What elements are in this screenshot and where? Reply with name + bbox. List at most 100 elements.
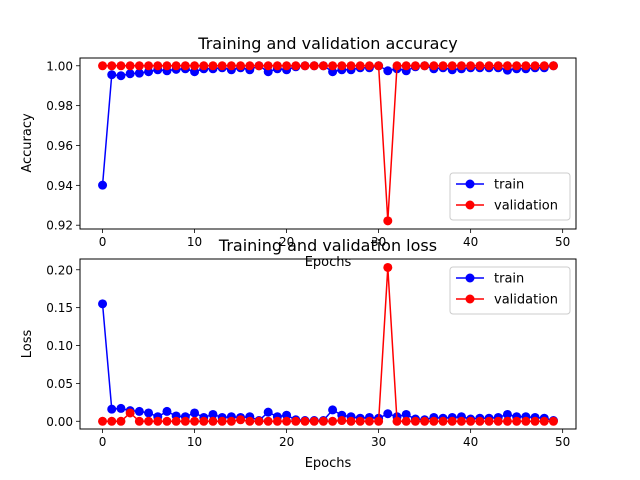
accuracy-y-tick-label: 0.94 (46, 179, 73, 193)
loss-subplot: Training and validation loss 0 10 20 30 40 50… (20, 236, 577, 471)
accuracy-validation-point (153, 61, 163, 71)
loss-y-tick-label: 0.05 (46, 377, 73, 391)
loss-x-tick-label: 10 (187, 435, 202, 449)
accuracy-y-axis-label: Accuracy (20, 113, 35, 173)
loss-validation-point (245, 416, 255, 426)
accuracy-validation-point (484, 61, 494, 71)
loss-validation-point (217, 416, 227, 426)
loss-validation-point (410, 416, 420, 426)
loss-train-point (116, 403, 126, 413)
accuracy-validation-point (171, 61, 181, 71)
accuracy-x-tick-label: 20 (279, 235, 294, 249)
loss-train-point (162, 406, 172, 416)
loss-validation-point (226, 416, 236, 426)
loss-validation-point (337, 416, 347, 426)
loss-validation-point (484, 416, 494, 426)
accuracy-train-point (383, 66, 393, 76)
accuracy-validation-point (254, 61, 264, 71)
accuracy-validation-point (300, 61, 310, 71)
accuracy-legend-train-marker (465, 179, 475, 189)
accuracy-y-tick-label: 0.92 (46, 219, 73, 233)
accuracy-validation-point (364, 61, 374, 71)
loss-x-axis-label: Epochs (305, 456, 352, 471)
accuracy-validation-point (530, 61, 540, 71)
accuracy-validation-point (125, 61, 135, 71)
accuracy-x-axis-label: Epochs (305, 255, 352, 270)
loss-validation-point (153, 416, 163, 426)
loss-validation-point (401, 416, 411, 426)
accuracy-validation-point (466, 61, 476, 71)
accuracy-validation-point (318, 61, 328, 71)
loss-validation-point (438, 416, 448, 426)
accuracy-validation-point (374, 61, 384, 71)
loss-train-point (401, 409, 411, 419)
accuracy-train-point (107, 70, 117, 80)
loss-validation-point (171, 416, 181, 426)
accuracy-validation-point (208, 61, 218, 71)
loss-y-tick-label: 0.00 (46, 415, 73, 429)
loss-validation-point (272, 416, 282, 426)
accuracy-x-tick-label: 10 (187, 235, 202, 249)
accuracy-validation-point (539, 61, 549, 71)
accuracy-x-tick-label: 30 (371, 235, 386, 249)
loss-plot-area (98, 262, 558, 426)
loss-validation-point (208, 416, 218, 426)
accuracy-train-point (98, 180, 108, 190)
loss-x-tick-label: 30 (371, 435, 386, 449)
accuracy-validation-point (116, 61, 126, 71)
accuracy-validation-point (521, 61, 531, 71)
loss-y-tick-label: 0.10 (46, 339, 73, 353)
loss-validation-point (364, 416, 374, 426)
accuracy-validation-point (502, 61, 512, 71)
accuracy-validation-point (548, 61, 558, 71)
accuracy-validation-point (493, 61, 503, 71)
accuracy-validation-point (134, 61, 144, 71)
accuracy-legend-validation-marker (465, 200, 475, 210)
loss-validation-point (199, 416, 209, 426)
loss-axes-frame (79, 258, 577, 430)
accuracy-validation-point (456, 61, 466, 71)
accuracy-legend: train validation (449, 172, 571, 221)
accuracy-validation-point (282, 61, 292, 71)
accuracy-validation-point (107, 61, 117, 71)
accuracy-x-tick-label: 0 (99, 235, 107, 249)
accuracy-validation-point (272, 61, 282, 71)
loss-train-point (328, 405, 338, 415)
loss-x-ticks: 0 10 20 30 40 50 (99, 429, 570, 449)
accuracy-validation-point (162, 61, 172, 71)
loss-validation-point (134, 416, 144, 426)
accuracy-plot-area (98, 61, 558, 226)
accuracy-validation-point (447, 61, 457, 71)
loss-validation-point (190, 416, 200, 426)
loss-x-tick-label: 40 (463, 435, 478, 449)
loss-y-tick-label: 0.20 (46, 263, 73, 277)
loss-validation-point (466, 416, 476, 426)
accuracy-title: Training and validation accuracy (197, 34, 457, 53)
loss-validation-point (107, 416, 117, 426)
loss-validation-point (420, 416, 430, 426)
accuracy-validation-point (180, 61, 190, 71)
loss-validation-point (309, 416, 319, 426)
accuracy-x-tick-label: 50 (555, 235, 570, 249)
accuracy-validation-point (190, 61, 200, 71)
loss-validation-point (539, 416, 549, 426)
loss-validation-point (392, 416, 402, 426)
accuracy-axes-frame (79, 57, 577, 230)
accuracy-validation-point (217, 61, 227, 71)
accuracy-validation-point (226, 61, 236, 71)
accuracy-legend-train-label: train (494, 178, 524, 193)
accuracy-validation-point (309, 61, 319, 71)
accuracy-validation-point (429, 61, 439, 71)
loss-validation-point (254, 416, 264, 426)
accuracy-validation-point (401, 61, 411, 71)
accuracy-x-ticks: 0 10 20 30 40 50 (99, 229, 570, 249)
accuracy-validation-point (236, 61, 246, 71)
loss-validation-point (548, 416, 558, 426)
loss-validation-point (116, 416, 126, 426)
loss-x-tick-label: 0 (99, 435, 107, 449)
loss-validation-point (429, 416, 439, 426)
loss-validation-point (180, 416, 190, 426)
accuracy-y-tick-label: 0.96 (46, 139, 73, 153)
loss-title: Training and validation loss (218, 236, 437, 255)
